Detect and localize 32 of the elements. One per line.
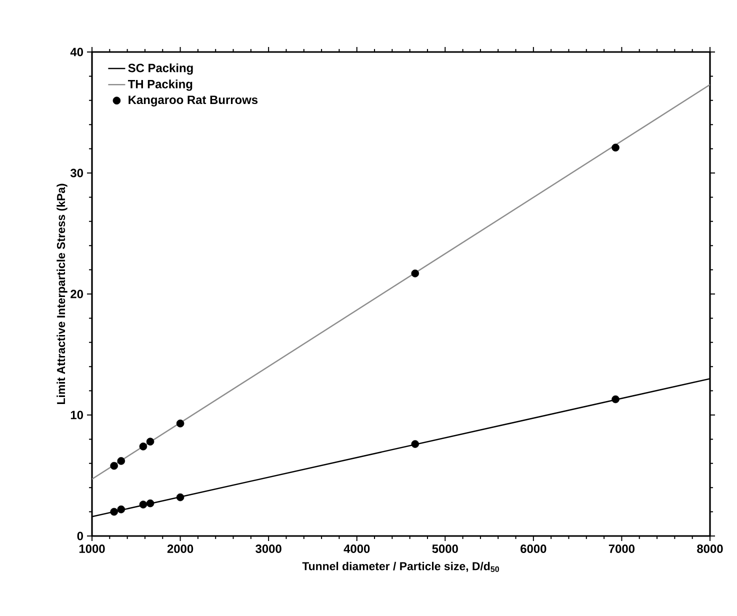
legend-label: Kangaroo Rat Burrows: [128, 96, 258, 106]
x-tick-label: 5000: [432, 544, 458, 553]
x-tick-label: 8000: [697, 544, 723, 553]
point: [612, 144, 620, 152]
point: [139, 500, 148, 508]
point: [612, 395, 620, 404]
y-tick-label: 40: [70, 48, 83, 56]
point: [176, 493, 184, 502]
point: [146, 499, 154, 508]
point: [176, 420, 184, 428]
x-axis-title: Tunnel diameter / Particle size, D/d$_{50}$: [302, 562, 499, 572]
point: [411, 270, 420, 278]
y-tick-label: 0: [77, 532, 83, 540]
y-tick-label: 10: [70, 410, 83, 420]
x-tick-label: 3000: [256, 544, 282, 554]
point: [146, 438, 154, 446]
point: [117, 505, 126, 514]
x-tick-label: 6000: [520, 544, 546, 553]
x-tick-label: 2000: [167, 544, 194, 553]
y-tick-label: 30: [70, 168, 83, 178]
y-axis-title: Limit Attractive Interparticle Stress (kPa): [56, 184, 68, 404]
x-tick-label: 1000: [79, 544, 105, 553]
point: [117, 457, 126, 465]
x-tick-label: 7000: [608, 544, 635, 553]
point: [139, 442, 148, 450]
y-tick-label: 20: [70, 290, 83, 298]
legend-label: SC Packing: [128, 63, 193, 75]
legend-label: TH Packing: [128, 80, 192, 91]
x-tick-label: 4000: [344, 544, 370, 553]
point: [110, 462, 118, 470]
point: [411, 440, 420, 448]
point: [110, 508, 118, 516]
